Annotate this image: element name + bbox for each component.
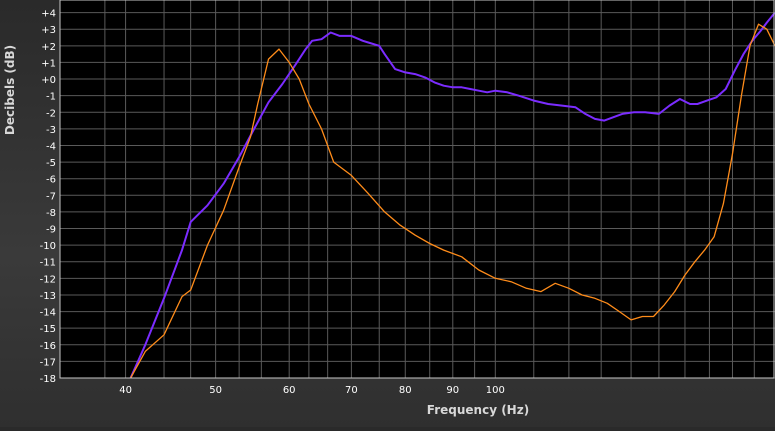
- x-tick-labels: 40 50 60 70 80 90 100: [119, 385, 505, 396]
- y-tick-label: -1: [46, 92, 56, 103]
- y-tick-labels: +5 +4 +3 +2 +1 +0 -1 -2 -3 -4 -5 -6 -7 -8 -9 -10 -11 -12 -…: [40, 0, 56, 385]
- series-lines: [129, 11, 775, 379]
- x-tick-label: 90: [446, 385, 459, 396]
- y-tick-label: +1: [41, 58, 56, 69]
- y-tick-label: +4: [41, 9, 56, 20]
- x-tick-label: 50: [209, 385, 222, 396]
- y-tick-label: -12: [40, 274, 56, 285]
- y-tick-label: -16: [40, 341, 56, 352]
- y-tick-label: -3: [46, 125, 56, 136]
- y-tick-label: -5: [46, 158, 56, 169]
- y-axis-title: Decibels (dB): [3, 45, 17, 135]
- y-tick-label: -14: [40, 308, 56, 319]
- y-tick-label: -4: [46, 141, 56, 152]
- y-tick-label: -15: [40, 324, 56, 335]
- x-tick-label: 80: [399, 385, 412, 396]
- y-tick-label: -2: [46, 108, 56, 119]
- x-tick-label: 60: [283, 385, 296, 396]
- series-line-2: [130, 23, 775, 379]
- y-tick-label: +3: [41, 25, 56, 36]
- y-tick-label: -17: [40, 357, 56, 368]
- y-tick-label: +2: [41, 42, 56, 53]
- gridlines: [60, 0, 775, 379]
- y-tick-label: -8: [46, 208, 56, 219]
- y-tick-label: -18: [40, 374, 56, 385]
- plot-area: [60, 0, 775, 378]
- y-tick-label: +0: [41, 75, 56, 86]
- y-tick-label: -6: [46, 175, 56, 186]
- x-tick-label: 100: [486, 385, 505, 396]
- y-tick-label: -13: [40, 291, 56, 302]
- plot-border: [59, 0, 775, 379]
- x-tick-label: 40: [119, 385, 132, 396]
- y-tick-label: -9: [46, 225, 56, 236]
- x-tick-label: 70: [345, 385, 358, 396]
- x-axis-title: Frequency (Hz): [427, 403, 529, 417]
- y-tick-label: -10: [40, 241, 56, 252]
- series-line-1: [129, 11, 775, 379]
- y-tick-label: -11: [40, 258, 56, 269]
- y-tick-label: -7: [46, 191, 56, 202]
- y-tick-label: +5: [41, 0, 56, 3]
